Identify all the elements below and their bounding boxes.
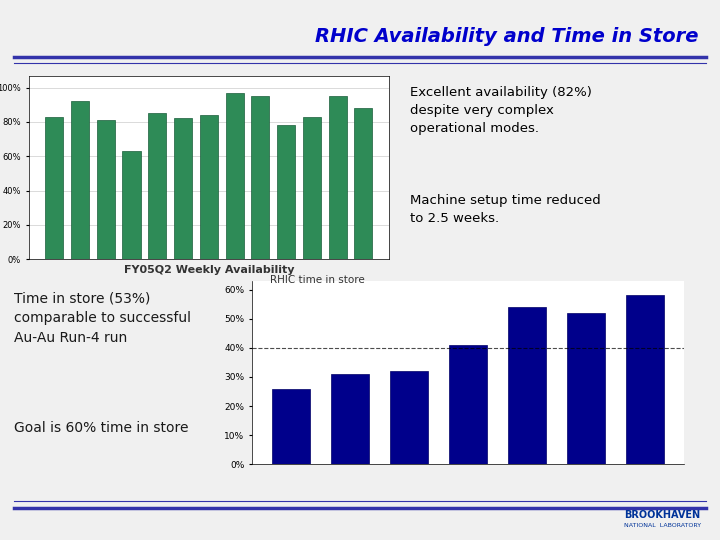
Bar <box>277 125 295 259</box>
Text: RHIC Availability and Time in Store: RHIC Availability and Time in Store <box>315 27 698 46</box>
Bar <box>567 313 606 464</box>
X-axis label: FY05Q2 Weekly Availability: FY05Q2 Weekly Availability <box>124 265 294 275</box>
Bar <box>225 93 243 259</box>
Bar <box>508 307 546 464</box>
Bar <box>354 108 372 259</box>
Bar <box>122 151 140 259</box>
Text: BROOKHAVEN: BROOKHAVEN <box>624 510 701 521</box>
Bar <box>71 102 89 259</box>
Bar <box>449 345 487 464</box>
Bar <box>96 120 114 259</box>
Bar <box>251 96 269 259</box>
Bar <box>148 113 166 259</box>
Bar <box>45 117 63 259</box>
Text: Excellent availability (82%)
despite very complex
operational modes.: Excellent availability (82%) despite ver… <box>410 86 593 136</box>
Bar <box>199 115 218 259</box>
Text: Goal is 60% time in store: Goal is 60% time in store <box>14 421 189 435</box>
Text: Time in store (53%)
comparable to successful
Au-Au Run-4 run: Time in store (53%) comparable to succes… <box>14 292 192 345</box>
Text: NATIONAL  LABORATORY: NATIONAL LABORATORY <box>624 523 701 528</box>
Bar <box>174 118 192 259</box>
Text: RHIC time in store: RHIC time in store <box>270 275 365 286</box>
Bar <box>328 96 346 259</box>
Bar <box>390 371 428 464</box>
Bar <box>626 295 665 464</box>
Bar <box>271 389 310 464</box>
Bar <box>330 374 369 464</box>
Bar <box>303 117 321 259</box>
Text: Machine setup time reduced
to 2.5 weeks.: Machine setup time reduced to 2.5 weeks. <box>410 194 601 225</box>
